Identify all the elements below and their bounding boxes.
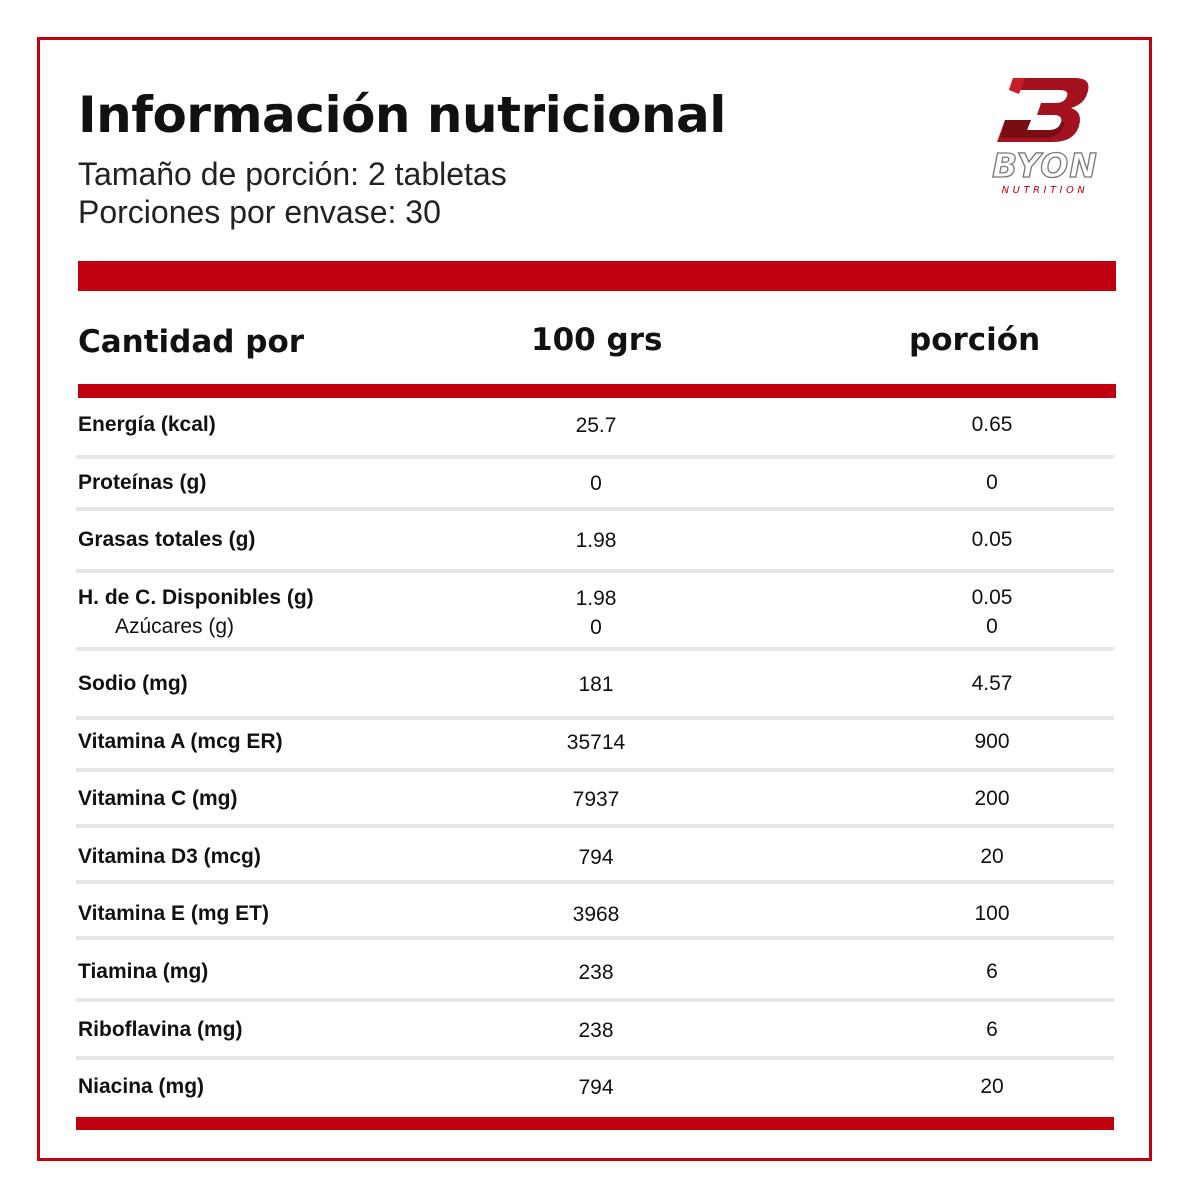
column-header-per-100: 100 grs [531,322,663,358]
row-label: Vitamina C (mg) [78,787,238,810]
row-value-per-100: 25.7 [575,414,617,437]
column-header-label: Cantidad por [78,324,305,360]
row-value-per-100: 0 [590,472,602,495]
logo-wordmark: BYON [991,145,1098,185]
brand-logo: BYON NUTRITION [975,72,1115,202]
row-sub-value-per-100: 0 [590,616,602,639]
servings-per-container: Porciones por envase: 30 [78,194,441,230]
row-separator [76,824,1114,828]
row-sub-label: Azúcares (g) [115,615,235,638]
logo-tagline: NUTRITION [1001,185,1089,196]
logo-b-mark-icon [997,78,1089,142]
row-value-per-100: 7937 [572,788,620,811]
row-value-per-portion: 900 [974,730,1010,753]
row-label: H. de C. Disponibles (g) [78,586,314,609]
row-separator [76,455,1114,459]
row-value-per-100: 1.98 [575,587,617,610]
row-value-per-100: 35714 [566,731,626,754]
row-separator [76,768,1114,772]
footer-divider-bar [76,1117,1114,1130]
row-label: Grasas totales (g) [78,528,256,551]
row-separator [76,1056,1114,1060]
row-value-per-100: 1.98 [575,529,617,552]
table-header-divider-bar [78,384,1116,398]
row-value-per-100: 238 [578,1019,614,1042]
row-value-per-100: 3968 [572,903,620,926]
page-title: Información nutricional [78,86,726,144]
row-sub-value-per-portion: 0 [986,615,998,638]
serving-size: Tamaño de porción: 2 tabletas [78,156,507,192]
row-value-per-100: 794 [578,1076,614,1099]
row-value-per-portion: 0 [986,471,998,494]
row-separator [76,647,1114,651]
row-value-per-portion: 4.57 [971,672,1013,695]
row-label: Proteínas (g) [78,471,207,494]
header-divider-bar [78,261,1116,291]
row-value-per-portion: 200 [974,787,1010,810]
row-separator [76,507,1114,511]
row-label: Energía (kcal) [78,413,216,436]
row-value-per-portion: 6 [986,1018,998,1041]
row-separator [76,998,1114,1002]
row-separator [76,569,1114,573]
column-header-per-portion: porción [909,322,1041,358]
row-separator [76,880,1114,884]
row-value-per-portion: 0.05 [971,528,1013,551]
row-value-per-portion: 0.65 [971,413,1013,436]
row-separator [76,936,1114,940]
row-value-per-portion: 6 [986,960,998,983]
row-label: Riboflavina (mg) [78,1018,243,1041]
row-label: Niacina (mg) [78,1075,205,1098]
row-value-per-portion: 20 [980,1075,1004,1098]
row-label: Vitamina D3 (mcg) [78,845,261,868]
row-label: Vitamina A (mcg ER) [78,730,283,753]
row-separator [76,716,1114,720]
row-label: Tiamina (mg) [78,960,209,983]
row-value-per-100: 181 [578,673,614,696]
row-value-per-100: 238 [578,961,614,984]
row-value-per-portion: 20 [980,845,1004,868]
row-label: Sodio (mg) [78,672,188,695]
row-label: Vitamina E (mg ET) [78,902,269,925]
label-frame [37,37,1152,1161]
row-value-per-portion: 0.05 [971,586,1013,609]
row-value-per-portion: 100 [974,902,1010,925]
row-value-per-100: 794 [578,846,614,869]
